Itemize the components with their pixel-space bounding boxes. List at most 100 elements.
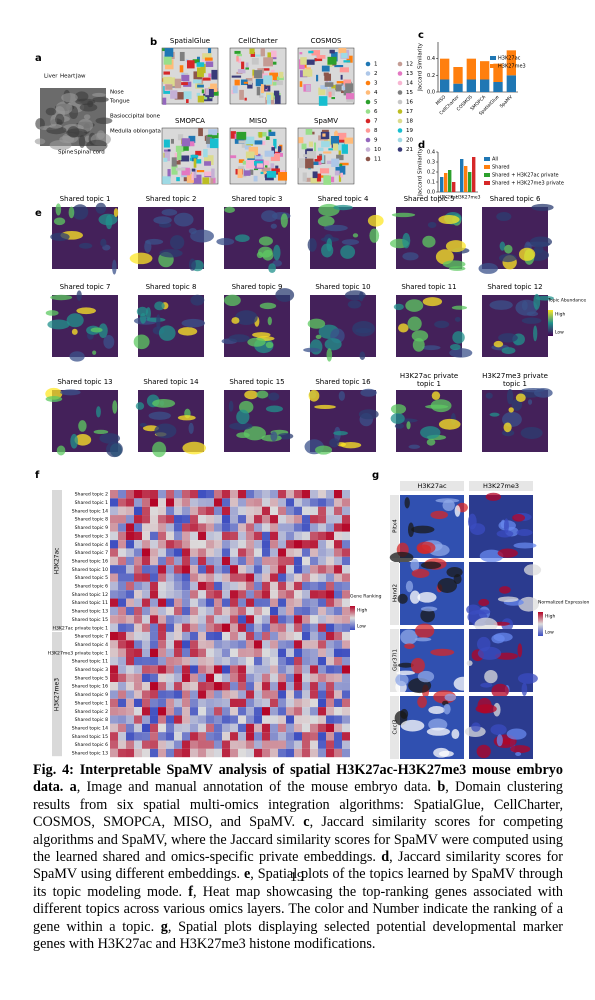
- heat-cell: [270, 665, 278, 674]
- heat-cell: [206, 506, 214, 516]
- texture: [420, 561, 442, 569]
- texture: [452, 331, 465, 344]
- heat-cell: [302, 665, 310, 674]
- heat-cell: [262, 648, 270, 657]
- heat-cell: [198, 548, 206, 557]
- texture: [258, 236, 273, 246]
- heat-cell: [334, 657, 342, 666]
- bar: [460, 159, 464, 192]
- cluster-patch: [179, 51, 185, 62]
- heat-cell: [334, 648, 342, 657]
- legend-dot: [365, 137, 371, 143]
- heat-cell: [278, 581, 286, 591]
- panel-letter: e: [35, 208, 42, 219]
- row-header-bg: [390, 629, 399, 692]
- legend-dot: [397, 71, 403, 76]
- heat-cell: [286, 723, 294, 733]
- texture: [103, 335, 115, 349]
- heat-cell: [230, 615, 238, 624]
- y-axis-label: Jaccard Similarity: [418, 42, 424, 92]
- heat-cell: [222, 506, 230, 516]
- cluster-patch: [163, 149, 171, 152]
- bar: [453, 83, 463, 92]
- heat-cell: [166, 715, 174, 724]
- heat-cell: [326, 748, 334, 758]
- cluster-patch: [336, 132, 347, 140]
- cluster-patch: [236, 55, 239, 62]
- heat-cell: [262, 682, 270, 691]
- texture: [83, 114, 91, 120]
- legend-label: 13: [406, 71, 413, 77]
- cluster-patch: [269, 72, 279, 81]
- legend-label: All: [492, 157, 498, 163]
- cluster-patch: [209, 138, 219, 149]
- heat-cell: [198, 606, 206, 616]
- heat-cell: [278, 590, 286, 599]
- texture: [428, 706, 445, 715]
- heat-cell: [110, 606, 118, 616]
- row-header: Hand2: [393, 584, 399, 602]
- cluster-patch: [274, 95, 281, 104]
- heat-cell: [158, 573, 166, 582]
- heat-cell: [246, 573, 254, 582]
- heat-cell: [166, 506, 174, 516]
- texture: [393, 303, 404, 311]
- heat-cell: [326, 648, 334, 657]
- heat-cell: [286, 615, 294, 624]
- texture: [67, 126, 80, 138]
- texture: [453, 676, 473, 691]
- heat-cell: [246, 515, 254, 524]
- heat-cell: [254, 648, 262, 657]
- texture: [405, 580, 414, 593]
- cluster-patch: [205, 135, 212, 144]
- heat-cell: [246, 598, 254, 607]
- heat-cell: [110, 581, 118, 591]
- legend-dot: [365, 80, 371, 86]
- cluster-patch: [244, 97, 247, 101]
- heat-cell: [278, 740, 286, 749]
- heat-cell: [270, 682, 278, 691]
- heat-cell: [286, 740, 294, 749]
- heat-cell: [278, 498, 286, 507]
- heat-cell: [254, 523, 262, 532]
- heat-cell: [230, 598, 238, 607]
- heat-cell: [262, 590, 270, 599]
- method-title: SpatialGlue: [170, 37, 210, 45]
- heat-cell: [326, 673, 334, 683]
- heat-cell: [246, 657, 254, 666]
- heat-cell: [150, 631, 158, 641]
- heat-cell: [254, 573, 262, 582]
- heat-cell: [190, 598, 198, 607]
- heat-cell: [294, 573, 302, 582]
- heat-cell: [206, 523, 214, 532]
- heat-cell: [286, 490, 294, 499]
- heat-cell: [134, 506, 142, 516]
- heat-cell: [214, 615, 222, 624]
- texture: [480, 682, 493, 688]
- heat-cell: [142, 540, 150, 549]
- heat-cell: [230, 648, 238, 657]
- heat-cell: [302, 615, 310, 624]
- heat-cell: [142, 665, 150, 674]
- heat-cell: [206, 590, 214, 599]
- heat-cell: [126, 648, 134, 657]
- heat-cell: [158, 682, 166, 691]
- cluster-patch: [171, 77, 176, 87]
- cluster-patch: [256, 86, 261, 96]
- heat-cell: [118, 523, 126, 532]
- bar: [466, 79, 476, 92]
- cluster-patch: [238, 140, 246, 144]
- heat-cell: [134, 581, 142, 591]
- texture: [420, 606, 438, 612]
- heat-cell: [254, 556, 262, 566]
- heat-cell: [318, 598, 326, 607]
- row-header-bg: [390, 495, 399, 558]
- heat-cell: [126, 556, 134, 566]
- heat-cell: [158, 673, 166, 683]
- heat-cell: [134, 548, 142, 557]
- heat-cell: [214, 581, 222, 591]
- heat-cell: [334, 615, 342, 624]
- heat-cell: [310, 740, 318, 749]
- heat-cell: [126, 523, 134, 532]
- heat-cell: [150, 723, 158, 733]
